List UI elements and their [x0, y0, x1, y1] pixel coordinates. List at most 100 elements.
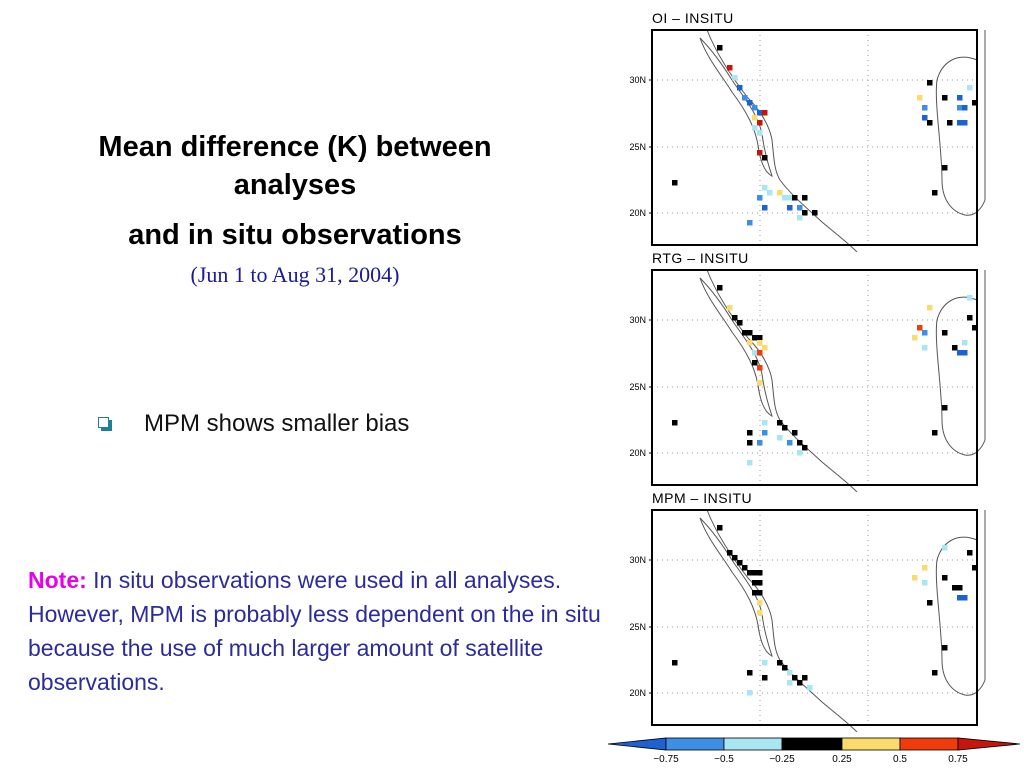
bias-cell [747, 570, 753, 576]
bias-cell [732, 315, 738, 321]
bias-cell [777, 190, 783, 196]
bias-cell [922, 105, 928, 111]
colorbar-label: −0.75 [653, 754, 679, 765]
title-line-2: analyses [233, 169, 357, 201]
bias-cell [922, 115, 928, 121]
bias-cell [747, 100, 753, 106]
bias-cell [762, 660, 768, 666]
bias-cell [747, 460, 753, 466]
bias-cell [942, 330, 948, 336]
bias-cell [762, 345, 768, 351]
bias-cell [932, 430, 938, 436]
colorbar-box [665, 737, 725, 751]
bias-cell [777, 660, 783, 666]
bias-cell [752, 115, 758, 121]
bullet-item: MPM shows smaller bias [98, 410, 409, 438]
bias-cell [792, 675, 798, 681]
map-frame [651, 509, 978, 726]
lat-label: 20N [629, 208, 646, 218]
bias-cell [747, 220, 753, 226]
bias-cell [752, 590, 758, 596]
bias-cell [952, 345, 958, 351]
bias-cell [917, 95, 923, 101]
bias-cell [742, 95, 748, 101]
bias-cell [957, 595, 963, 601]
bias-cell [762, 420, 768, 426]
lat-label: 30N [629, 555, 646, 565]
bias-cell [942, 165, 948, 171]
bias-cell [802, 675, 808, 681]
bias-cell [752, 105, 758, 111]
bias-cell [922, 565, 928, 571]
bias-cell [972, 100, 978, 106]
map-panel-rtg: RTG – INSITU 30N25N20N120W110W100W90W [612, 250, 992, 502]
bias-cell [787, 440, 793, 446]
bias-cell [732, 555, 738, 561]
note-text: In situ observations were used in all an… [28, 567, 601, 695]
bias-cell [717, 285, 723, 291]
bias-cell [782, 425, 788, 431]
map-oi: 30N25N20N120W110W100W90W [629, 29, 987, 262]
bias-cell [727, 550, 733, 556]
date-range: (Jun 1 to Aug 31, 2004) [190, 262, 400, 287]
bias-cell [752, 580, 758, 586]
title-line-1: Mean difference (K) between [98, 131, 492, 163]
colorbar: −0.75 −0.5 −0.25 0.25 0.5 0.75 [607, 737, 1021, 765]
bias-cell [762, 430, 768, 436]
bias-cell [962, 120, 968, 126]
bias-cell [757, 195, 763, 201]
bias-cell [752, 335, 758, 341]
note-paragraph: Note: In situ observations were used in … [28, 563, 608, 699]
bias-cell [742, 565, 748, 571]
bias-cell [757, 150, 763, 156]
bias-cell [762, 185, 768, 191]
bias-cell [797, 205, 803, 211]
bias-cell [797, 680, 803, 686]
colorbar-label: −0.5 [714, 754, 734, 765]
bias-cell [972, 565, 978, 571]
lat-label: 30N [629, 315, 646, 325]
bias-cell [787, 670, 793, 676]
bias-cell [757, 600, 763, 606]
lat-label: 25N [629, 382, 646, 392]
bias-cell [797, 215, 803, 221]
bias-cell [792, 195, 798, 201]
lat-label: 30N [629, 75, 646, 85]
bias-cell [727, 65, 733, 71]
coastline-mainland [706, 509, 858, 733]
bias-cell [927, 305, 933, 311]
bias-cell [802, 210, 808, 216]
bias-cell [957, 120, 963, 126]
bias-cell [917, 325, 923, 331]
bias-cell [747, 690, 753, 696]
bias-cell [972, 325, 978, 331]
coastline-baja [699, 277, 773, 417]
colorbar-box [723, 737, 783, 751]
bias-cell [747, 330, 753, 336]
bias-cell [932, 670, 938, 676]
bias-cell [782, 195, 788, 201]
colorbar-box [899, 737, 959, 751]
bias-cell [727, 305, 733, 311]
bias-cell [747, 340, 753, 346]
coastline-yucatan-gulf [935, 510, 986, 696]
bias-cell [717, 45, 723, 51]
bias-cell [962, 105, 968, 111]
lat-label: 20N [629, 688, 646, 698]
map-panel-mpm: MPM – INSITU 30N25N20N120W110W100W90W [612, 490, 992, 742]
bias-cell [747, 430, 753, 436]
bias-cell [922, 580, 928, 586]
bias-cell [757, 590, 763, 596]
bias-cell [787, 680, 793, 686]
bias-cell [742, 330, 748, 336]
bias-cell [737, 560, 743, 566]
bias-cell [812, 210, 818, 216]
bias-cell [737, 85, 743, 91]
bias-cell [762, 205, 768, 211]
bias-cell [912, 335, 918, 341]
bias-cell [747, 670, 753, 676]
coastline-yucatan-gulf [935, 30, 986, 216]
slide-title: Mean difference (K) between analyses and… [20, 128, 570, 288]
bias-cell [757, 130, 763, 136]
bias-cell [757, 610, 763, 616]
